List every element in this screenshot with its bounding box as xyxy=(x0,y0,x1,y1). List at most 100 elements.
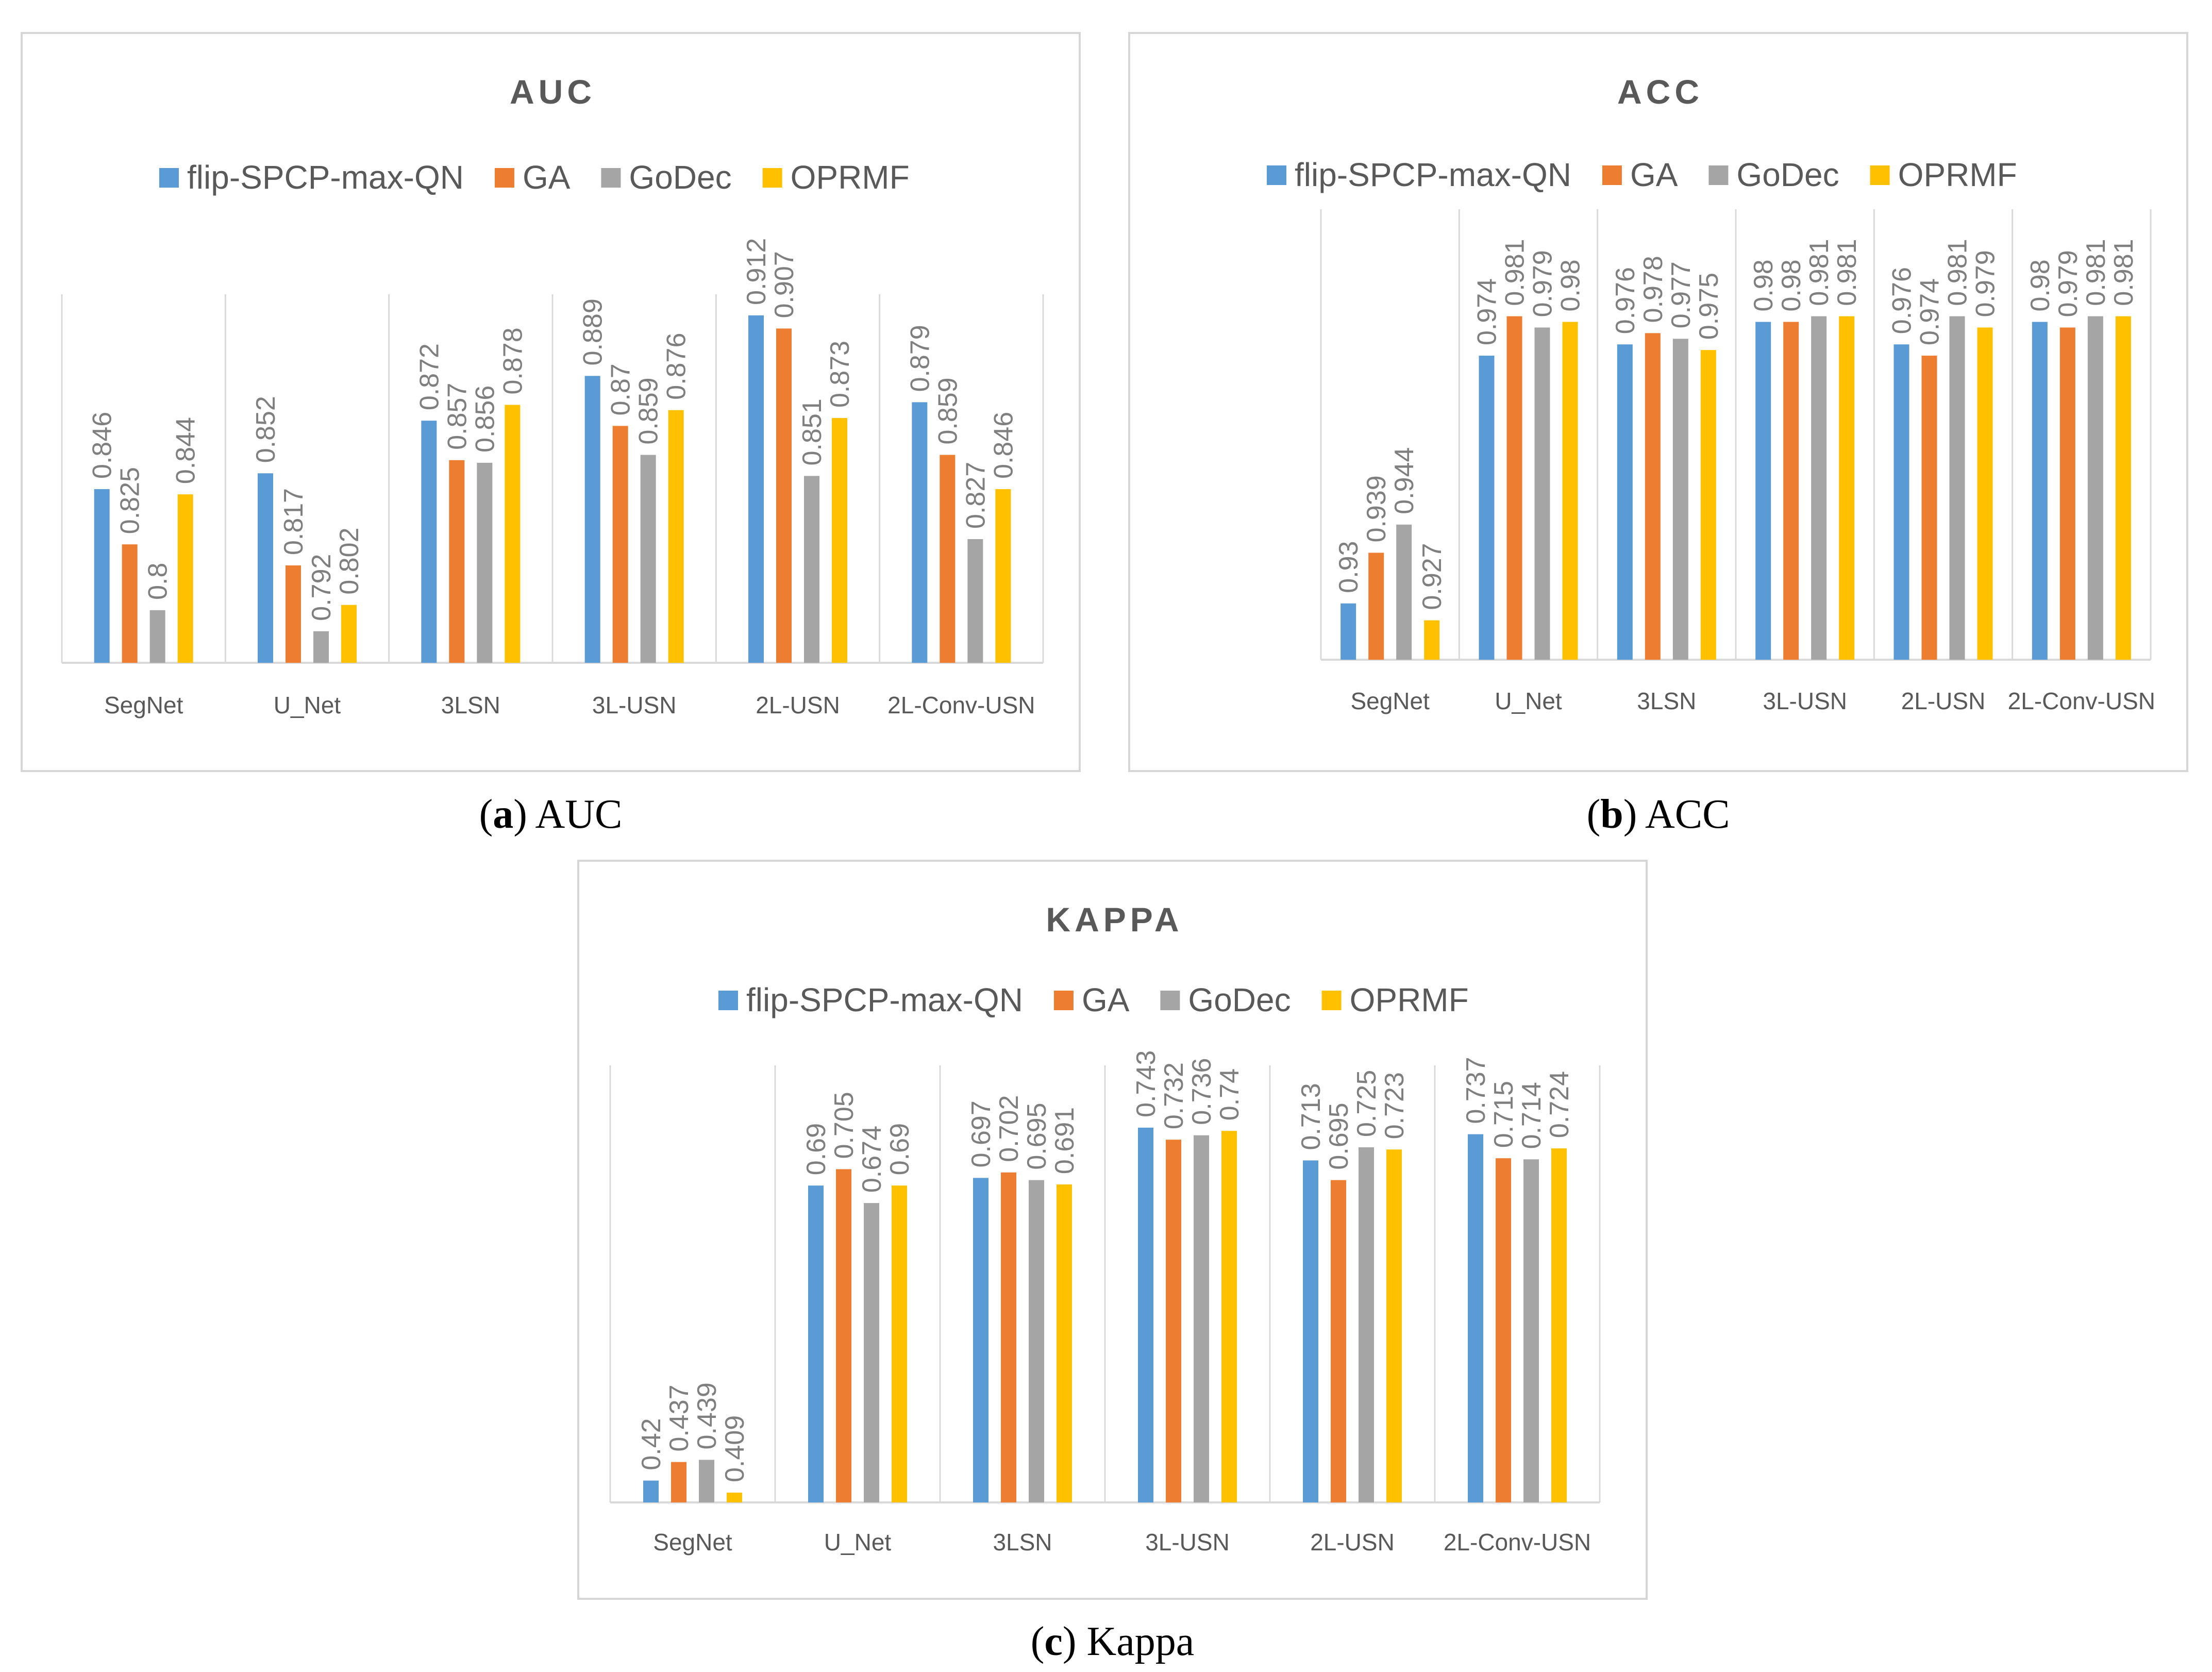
data-label: 0.93 xyxy=(1334,541,1364,593)
bar-ga-segnet xyxy=(671,1462,686,1502)
legend-label: flip-SPCP-max-QN xyxy=(1295,156,1571,193)
legend-label: GA xyxy=(523,159,571,196)
bar-ga-2l-conv-usn xyxy=(2059,327,2075,660)
caption-letter: c xyxy=(1044,1619,1063,1664)
category-label: SegNet xyxy=(104,692,183,718)
data-label: 0.8 xyxy=(143,563,173,600)
bar-godec-3lsn xyxy=(1672,339,1688,660)
bar-ga-2l-usn xyxy=(1921,356,1937,660)
chart-panel-auc: AUC flip-SPCP-max-QN GA GoDec OPRMF 0.846 0.82… xyxy=(21,32,1081,772)
data-label: 0.827 xyxy=(961,462,991,529)
data-label: 0.944 xyxy=(1389,447,1419,514)
data-label: 0.725 xyxy=(1352,1070,1382,1137)
bar-flip-spcp-max-qn-2l-usn xyxy=(748,315,764,663)
data-label: 0.851 xyxy=(797,398,827,465)
chart-title: AUC xyxy=(510,73,596,111)
chart-title: KAPPA xyxy=(1046,900,1183,939)
bar-godec-3l-usn xyxy=(640,455,656,663)
category-label: 3L-USN xyxy=(1145,1529,1230,1556)
data-label: 0.437 xyxy=(664,1384,694,1451)
legend-label: OPRMF xyxy=(1898,156,2017,193)
chart-acc: ACC flip-SPCP-max-QN GA GoDec OPRMF 0.930.939… xyxy=(1267,73,2155,714)
bar-flip-spcp-max-qn-2l-conv-usn xyxy=(912,402,928,663)
data-label: 0.981 xyxy=(1832,239,1862,306)
bar-oprmf-2l-usn xyxy=(832,418,847,663)
category-label: 3LSN xyxy=(441,692,500,718)
legend: flip-SPCP-max-QN GA GoDec OPRMF xyxy=(1267,156,2017,193)
bar-godec-3l-usn xyxy=(1194,1135,1209,1502)
data-label: 0.409 xyxy=(720,1415,750,1482)
data-label: 0.42 xyxy=(636,1418,666,1470)
bar-flip-spcp-max-qn-u-net xyxy=(258,473,273,663)
data-label: 0.705 xyxy=(829,1092,859,1159)
legend-item-ga: GA xyxy=(494,159,571,196)
category-label: 3L-USN xyxy=(1763,688,1847,714)
data-label: 0.978 xyxy=(1638,256,1668,323)
data-label: 0.723 xyxy=(1380,1072,1410,1139)
data-label: 0.879 xyxy=(905,325,935,392)
legend-swatch xyxy=(601,168,621,188)
bar-oprmf-3lsn xyxy=(1700,350,1716,660)
data-label: 0.69 xyxy=(885,1123,915,1175)
data-label: 0.979 xyxy=(1528,250,1558,317)
bar-flip-spcp-max-qn-3l-usn xyxy=(584,376,600,663)
legend-item-flip-spcp-max-qn: flip-SPCP-max-QN xyxy=(1267,156,1571,193)
data-label: 0.702 xyxy=(994,1095,1024,1162)
data-label: 0.439 xyxy=(692,1382,722,1449)
bar-godec-u-net xyxy=(864,1203,879,1502)
data-label: 0.98 xyxy=(1556,259,1586,311)
bar-flip-spcp-max-qn-u-net xyxy=(1479,356,1495,660)
bar-ga-3lsn xyxy=(1645,333,1661,660)
data-label: 0.98 xyxy=(1777,259,1806,311)
bar-flip-spcp-max-qn-2l-conv-usn xyxy=(2032,322,2048,660)
bar-ga-3l-usn xyxy=(1166,1140,1181,1502)
data-label: 0.974 xyxy=(1915,278,1945,345)
bar-godec-2l-usn xyxy=(1359,1147,1374,1502)
bar-flip-spcp-max-qn-3l-usn xyxy=(1138,1127,1153,1502)
bar-godec-2l-usn xyxy=(1949,316,1965,660)
data-label: 0.792 xyxy=(307,554,337,621)
bar-oprmf-2l-usn xyxy=(1977,327,1993,660)
bar-oprmf-u-net xyxy=(341,605,357,663)
data-label: 0.979 xyxy=(2053,250,2083,317)
bar-ga-u-net xyxy=(836,1169,851,1502)
data-label: 0.927 xyxy=(1417,543,1447,610)
data-label: 0.74 xyxy=(1215,1068,1245,1121)
bar-ga-2l-conv-usn xyxy=(1496,1158,1511,1502)
bar-oprmf-3lsn xyxy=(1057,1184,1072,1502)
data-label: 0.844 xyxy=(171,417,201,484)
category-label: SegNet xyxy=(653,1529,732,1556)
data-label: 0.981 xyxy=(2081,239,2111,306)
bar-ga-segnet xyxy=(1368,553,1384,660)
data-label: 0.878 xyxy=(498,327,528,394)
legend-swatch xyxy=(718,991,738,1010)
bar-ga-3lsn xyxy=(1001,1172,1016,1502)
category-label: 3LSN xyxy=(1637,688,1696,714)
category-label: 2L-Conv-USN xyxy=(2008,688,2155,714)
bar-ga-u-net xyxy=(286,565,301,663)
data-label: 0.856 xyxy=(470,386,500,453)
category-label: U_Net xyxy=(1495,688,1562,714)
legend-item-ga: GA xyxy=(1053,981,1130,1018)
chart-title: ACC xyxy=(1617,73,1703,111)
bar-godec-3lsn xyxy=(1029,1180,1044,1502)
bar-oprmf-u-net xyxy=(892,1185,907,1502)
bar-oprmf-3l-usn xyxy=(668,410,684,663)
data-label: 0.873 xyxy=(825,341,855,408)
bar-godec-segnet xyxy=(1396,524,1412,660)
data-label: 0.876 xyxy=(662,333,692,400)
data-label: 0.715 xyxy=(1489,1081,1519,1148)
legend-label: OPRMF xyxy=(1350,981,1469,1018)
data-label: 0.976 xyxy=(1611,267,1640,334)
bar-ga-segnet xyxy=(122,544,138,663)
bar-flip-spcp-max-qn-segnet xyxy=(94,489,110,663)
legend-item-oprmf: OPRMF xyxy=(1321,981,1469,1018)
bar-godec-u-net xyxy=(1534,327,1550,660)
category-label: 2L-USN xyxy=(756,692,840,718)
category-label: 2L-Conv-USN xyxy=(887,692,1035,718)
legend-label: GoDec xyxy=(1188,981,1291,1018)
